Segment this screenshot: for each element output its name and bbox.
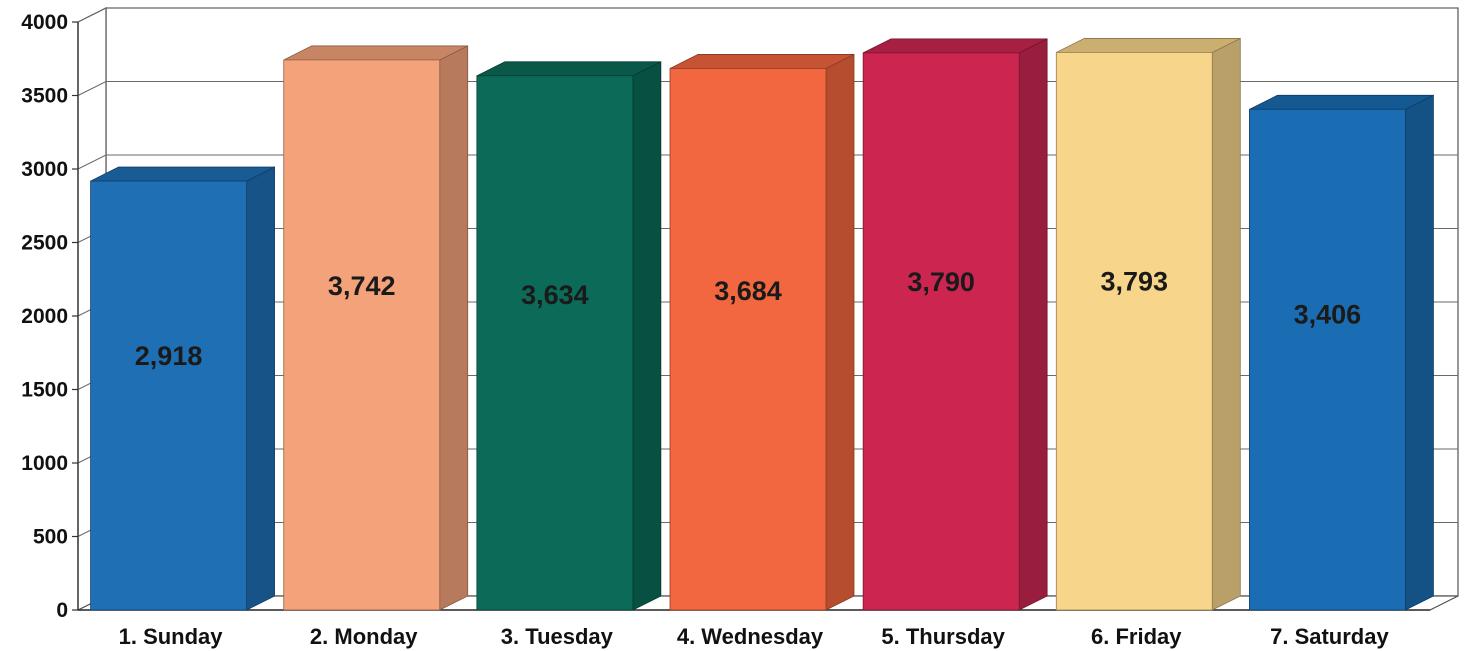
- bar-top: [1056, 38, 1241, 53]
- data-label-7: 3,406: [1294, 300, 1362, 330]
- bar-side: [1405, 94, 1434, 611]
- bar-4: [669, 53, 855, 611]
- data-label-6: 3,793: [1100, 267, 1168, 297]
- data-label-4: 3,684: [714, 276, 782, 306]
- bars: [90, 37, 1434, 611]
- bar-7: [1249, 94, 1434, 611]
- y-tick-label: 3500: [21, 85, 68, 108]
- gridline-4000: [77, 7, 1458, 23]
- bar-front: [476, 75, 634, 611]
- data-label-1: 2,918: [135, 341, 203, 371]
- y-tick-label: 2000: [21, 305, 68, 328]
- bar-top: [862, 38, 1048, 54]
- bar-side: [632, 61, 662, 611]
- bar-top: [669, 54, 855, 69]
- y-tick-label: 3000: [21, 158, 68, 181]
- y-tick-label: 0: [56, 599, 68, 622]
- bar-2: [283, 45, 469, 611]
- bar-side: [1211, 37, 1241, 611]
- y-tick-label: 2500: [21, 232, 68, 255]
- bar-front: [862, 52, 1020, 611]
- data-label-2: 3,742: [328, 271, 396, 301]
- y-tick-label: 500: [33, 526, 68, 549]
- x-tick-label-6: 6. Friday: [1091, 624, 1182, 649]
- x-tick-label-3: 3. Tuesday: [501, 624, 614, 649]
- labels: 2,918 1. Sunday 3,742 2. Monday 3,634 3. Tues…: [119, 267, 1390, 649]
- bar-front: [1055, 52, 1213, 611]
- bar-front: [90, 180, 247, 611]
- bar-3: [476, 61, 662, 611]
- bar-side: [825, 53, 855, 611]
- x-tick-label-2: 2. Monday: [310, 624, 418, 649]
- bar-1: [90, 166, 275, 611]
- bar-top: [90, 166, 275, 182]
- x-tick-label-1: 1. Sunday: [119, 624, 224, 649]
- x-tick-label-7: 7. Saturday: [1270, 624, 1389, 649]
- bar-top: [283, 45, 468, 61]
- bar-side: [439, 45, 469, 611]
- data-label-3: 3,634: [521, 280, 589, 310]
- bar-side: [1018, 38, 1048, 611]
- bar-front: [283, 59, 441, 611]
- y-tick-label: 1500: [21, 379, 68, 402]
- x-tick-label-4: 4. Wednesday: [677, 624, 824, 649]
- y-tick-label: 4000: [21, 11, 68, 34]
- bar-6: [1055, 37, 1241, 611]
- bar-5: [862, 38, 1048, 611]
- bar-front: [669, 68, 827, 611]
- bar-top: [1249, 94, 1434, 110]
- data-label-5: 3,790: [907, 267, 975, 297]
- bar-front: [1249, 108, 1406, 611]
- y-tick-label: 1000: [21, 452, 68, 475]
- bar-side: [246, 166, 275, 611]
- x-tick-label-5: 5. Thursday: [881, 624, 1005, 649]
- bar-top: [476, 61, 662, 77]
